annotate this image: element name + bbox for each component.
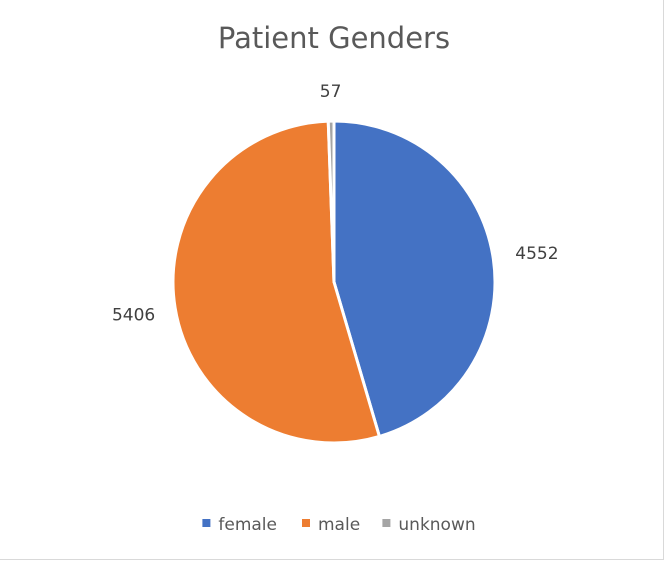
legend-item-male: male [302,515,360,535]
legend-item-unknown: unknown [382,515,476,535]
legend-label-female: female [218,515,277,535]
pie-slice-unknown [326,119,336,284]
data-label-unknown: 57 [320,82,342,102]
data-label-male: 5406 [112,306,155,326]
data-labels: 4552 5406 57 [112,82,559,326]
legend: female male unknown [202,515,476,535]
legend-label-unknown: unknown [398,515,475,535]
pie-slices [171,119,497,445]
data-label-female: 4552 [515,244,558,264]
pie-slice-male [171,119,381,445]
pie-slice-female [332,119,497,438]
legend-item-female: female [202,515,277,535]
legend-marker-unknown [382,519,391,527]
legend-label-male: male [318,515,360,535]
chart-title: Patient Genders [218,21,450,55]
legend-marker-male [302,519,310,527]
legend-marker-female [202,519,211,527]
